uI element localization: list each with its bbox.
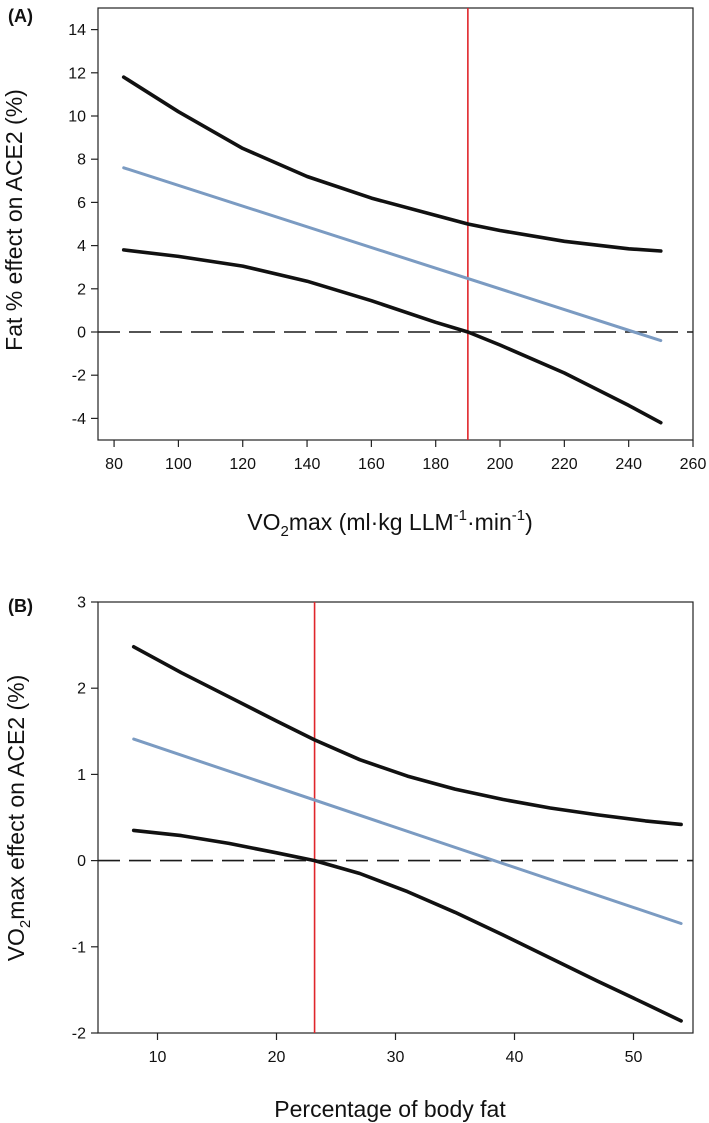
panel-a-frame — [97, 7, 694, 441]
panel-b-x-tick-label: 30 — [387, 1049, 405, 1066]
panel-a-y-tick-label: 12 — [68, 65, 86, 82]
panel-b-y-axis-title: VO2max effect on ACE2 (%) — [3, 675, 34, 962]
panel-a-x-tick-label: 120 — [229, 456, 256, 473]
panel-b-y-tick-label: 3 — [77, 595, 86, 612]
panel-a-y-tick-label: -4 — [72, 411, 86, 428]
panel-b-upper-ci-line — [131, 644, 683, 827]
panel-a-x-tick-label: 160 — [358, 456, 385, 473]
panel-b-y-tick-label: 1 — [77, 767, 86, 784]
panel-b-x-tick-label: 20 — [268, 1049, 286, 1066]
panel-b-x-tick-label: 10 — [149, 1049, 167, 1066]
panel-a-x-tick-label: 140 — [294, 456, 321, 473]
panel-a-x-tick-label: 200 — [487, 456, 514, 473]
panel-b-estimate-line — [132, 737, 683, 925]
panel-b-label: (B) — [8, 596, 33, 616]
panel-a-y-tick-label: 4 — [77, 238, 86, 255]
panel-b-plot: -2 -1 0 1 2 3 10 20 30 40 50 — [72, 595, 694, 1066]
panel-a-lower-ci-line — [121, 248, 663, 425]
panel-b-lower-ci-line — [131, 828, 683, 1023]
panel-a-y-tick-label: 2 — [77, 281, 86, 298]
panel-a-y-tick-label: 8 — [77, 152, 86, 169]
panel-a-x-axis-title: VO2max (ml·kg LLM-1·min-1) — [247, 507, 533, 540]
panel-a-x-tick-label: 80 — [105, 456, 123, 473]
panel-b: (B) -2 -1 0 1 2 3 10 20 30 40 50 Percentage of bod… — [3, 595, 694, 1122]
panel-a-y-tick-label: 10 — [68, 109, 86, 126]
panel-b-y-tick-label: -1 — [72, 939, 86, 956]
panel-a-y-tick-label: 14 — [68, 22, 86, 39]
panel-b-y-tick-label: 2 — [77, 681, 86, 698]
panel-a-y-tick-label: 6 — [77, 195, 86, 212]
panel-a: (A) -4 -2 0 2 4 6 8 10 12 14 80 100 120 140 160 180 200 2… — [1, 6, 706, 540]
panel-a-x-tick-label: 100 — [165, 456, 192, 473]
panel-a-upper-ci-line — [121, 75, 663, 253]
panel-a-y-tick-label: 0 — [77, 325, 86, 342]
panel-a-x-tick-label: 260 — [680, 456, 707, 473]
panel-a-x-tick-label: 220 — [551, 456, 578, 473]
panel-a-x-tick-label: 240 — [615, 456, 642, 473]
panel-b-x-axis-title: Percentage of body fat — [274, 1096, 506, 1122]
panel-a-y-axis-title: Fat % effect on ACE2 (%) — [1, 89, 27, 351]
panel-b-y-tick-label: 0 — [77, 853, 86, 870]
panel-a-y-tick-label: -2 — [72, 368, 86, 385]
panel-a-label: (A) — [8, 6, 33, 26]
panel-b-frame — [97, 601, 694, 1034]
panel-b-y-tick-label: -2 — [72, 1026, 86, 1043]
panel-b-x-tick-label: 40 — [506, 1049, 524, 1066]
panel-a-x-tick-label: 180 — [422, 456, 449, 473]
panel-b-x-tick-label: 50 — [625, 1049, 643, 1066]
panel-a-plot: -4 -2 0 2 4 6 8 10 12 14 80 100 120 140 160 180 200 220 24… — [68, 7, 707, 473]
panel-a-estimate-line — [122, 166, 663, 343]
